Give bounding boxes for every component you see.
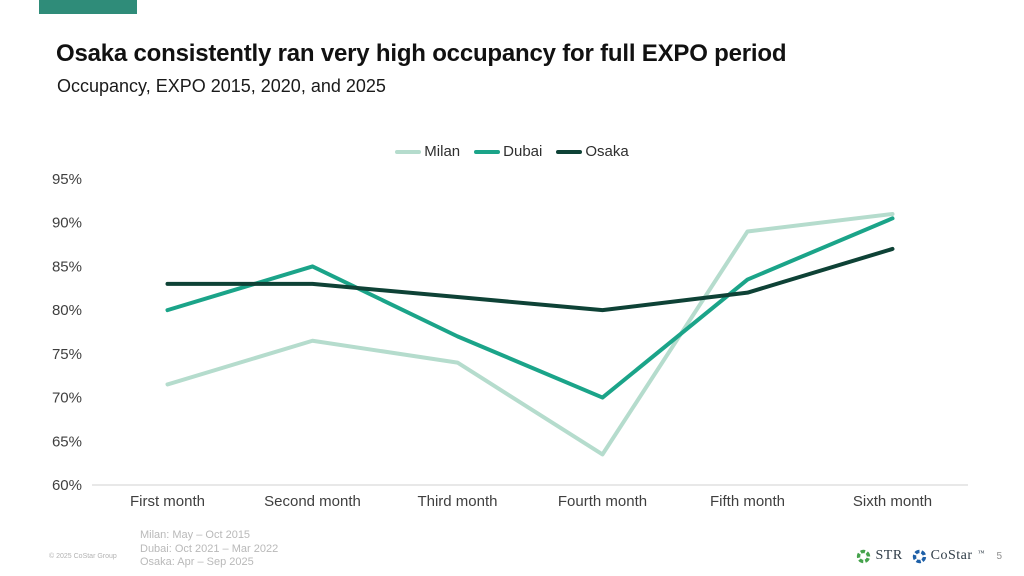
occupancy-line-chart: 60% 65% 70% 75% 80% 85% 90% 95% First month Secon… — [52, 171, 968, 510]
accent-bar — [39, 0, 137, 14]
y-axis-tick-label: 80% — [52, 302, 82, 319]
page-number: 5 — [996, 550, 1002, 562]
footnotes: Milan: May – Oct 2015 Dubai: Oct 2021 – M… — [140, 529, 278, 570]
legend-label: Osaka — [585, 143, 629, 160]
costar-pinwheel-icon — [912, 549, 926, 563]
costar-logo-text: CoStar — [930, 548, 973, 563]
legend-item-dubai: Dubai — [474, 143, 542, 160]
slide-title: Osaka consistently ran very high occupan… — [56, 40, 787, 67]
chart-legend: Milan Dubai Osaka — [0, 143, 1024, 160]
str-pinwheel-icon — [857, 549, 871, 563]
y-axis-tick-label: 75% — [52, 346, 82, 363]
costar-trademark: ™ — [977, 549, 985, 557]
y-axis-tick-label: 65% — [52, 433, 82, 450]
y-axis-tick-label: 90% — [52, 215, 82, 232]
legend-swatch-dubai — [474, 149, 501, 154]
y-axis-tick-label: 85% — [52, 258, 82, 275]
x-axis-tick-label: First month — [130, 493, 205, 510]
slide-subtitle: Occupancy, EXPO 2015, 2020, and 2025 — [57, 76, 386, 96]
copyright-text: © 2025 CoStar Group — [49, 553, 117, 560]
footnote-line: Dubai: Oct 2021 – Mar 2022 — [140, 542, 279, 555]
footnote-line: Osaka: Apr – Sep 2025 — [140, 556, 254, 568]
footer-right: STR CoStar ™ 5 — [856, 546, 1002, 566]
legend-label: Milan — [424, 143, 461, 160]
x-axis-tick-label: Second month — [264, 493, 361, 510]
str-logo-text: STR — [875, 548, 903, 563]
x-axis-tick-label: Third month — [417, 493, 497, 510]
x-axis-tick-label: Fifth month — [710, 493, 785, 510]
legend-swatch-milan — [395, 149, 422, 154]
str-logo: STR — [856, 548, 902, 564]
legend-swatch-osaka — [556, 149, 583, 154]
footnote-line: Milan: May – Oct 2015 — [140, 529, 251, 541]
series-line-milan — [165, 211, 895, 457]
x-axis-tick-label: Sixth month — [853, 493, 932, 510]
x-axis-tick-label: Fourth month — [558, 493, 647, 510]
series-line-osaka — [165, 246, 895, 313]
series-line-dubai — [165, 216, 895, 400]
y-axis-tick-label: 95% — [52, 171, 82, 188]
legend-item-osaka: Osaka — [556, 143, 629, 160]
y-axis-tick-label: 60% — [52, 477, 82, 494]
chart-area: 60% 65% 70% 75% 80% 85% 90% 95% First month Secon… — [0, 165, 1024, 520]
y-axis-tick-label: 70% — [52, 390, 82, 407]
costar-logo: CoStar ™ — [912, 548, 984, 564]
legend-label: Dubai — [503, 143, 543, 160]
legend-item-milan: Milan — [395, 143, 460, 160]
